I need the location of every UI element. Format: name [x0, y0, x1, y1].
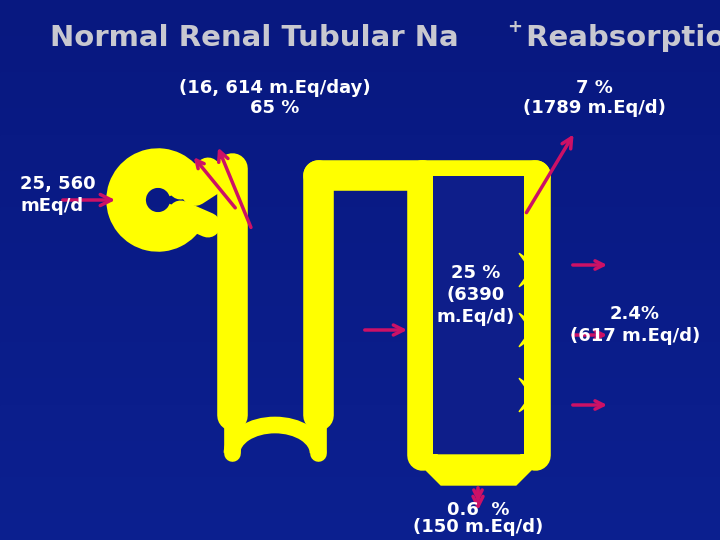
Bar — [0, 243, 720, 253]
Bar — [0, 117, 720, 127]
Text: +: + — [507, 18, 522, 36]
Bar — [0, 9, 720, 19]
Polygon shape — [411, 455, 546, 485]
Bar — [0, 171, 720, 181]
Bar — [0, 468, 720, 478]
Bar — [433, 176, 524, 454]
Bar — [0, 333, 720, 343]
Bar — [0, 441, 720, 451]
Bar — [0, 252, 720, 262]
Bar — [0, 360, 720, 370]
Text: 65 %: 65 % — [251, 99, 300, 117]
Bar — [0, 477, 720, 487]
Bar — [0, 288, 720, 298]
Bar — [0, 234, 720, 244]
Text: (16, 614 m.Eq/day): (16, 614 m.Eq/day) — [179, 79, 371, 97]
Bar — [0, 369, 720, 379]
Text: 7 %: 7 % — [575, 79, 613, 97]
Bar — [0, 396, 720, 406]
Polygon shape — [519, 378, 543, 412]
Bar — [0, 225, 720, 235]
Bar — [0, 522, 720, 532]
Bar — [0, 387, 720, 397]
Bar — [0, 189, 720, 199]
Bar — [0, 279, 720, 289]
Text: (1789 m.Eq/d): (1789 m.Eq/d) — [523, 99, 665, 117]
Bar — [0, 144, 720, 154]
Bar — [0, 27, 720, 37]
Bar — [0, 135, 720, 145]
Bar — [0, 450, 720, 460]
Bar — [0, 72, 720, 82]
Bar — [0, 99, 720, 109]
Polygon shape — [519, 253, 543, 287]
Bar — [0, 378, 720, 388]
Bar — [0, 153, 720, 163]
Bar — [0, 315, 720, 325]
Text: 0.6  %: 0.6 % — [446, 501, 509, 519]
Bar — [0, 513, 720, 523]
Bar — [0, 414, 720, 424]
Bar — [0, 342, 720, 352]
Bar — [0, 81, 720, 91]
Bar — [0, 351, 720, 361]
Bar — [0, 63, 720, 73]
Bar — [0, 459, 720, 469]
Bar — [0, 180, 720, 190]
Bar — [0, 207, 720, 217]
Bar — [0, 405, 720, 415]
Text: 2.4%
(617 m.Eq/d): 2.4% (617 m.Eq/d) — [570, 305, 700, 345]
Bar — [0, 162, 720, 172]
Bar — [0, 486, 720, 496]
Bar — [0, 54, 720, 64]
Text: Reabsorption: Reabsorption — [516, 24, 720, 52]
Bar — [0, 198, 720, 208]
Bar — [0, 108, 720, 118]
Text: 25, 560
mEq/d: 25, 560 mEq/d — [20, 175, 96, 215]
Text: 25 %
(6390
m.Eq/d): 25 % (6390 m.Eq/d) — [437, 264, 515, 326]
Text: Normal Renal Tubular Na: Normal Renal Tubular Na — [50, 24, 459, 52]
Bar — [0, 432, 720, 442]
Bar — [0, 297, 720, 307]
Bar — [0, 324, 720, 334]
Bar — [0, 0, 720, 10]
Bar — [0, 306, 720, 316]
Bar — [0, 18, 720, 28]
Bar — [0, 90, 720, 100]
Bar — [0, 126, 720, 136]
Bar — [0, 216, 720, 226]
Bar — [0, 495, 720, 505]
Bar — [0, 261, 720, 271]
Bar — [0, 36, 720, 46]
Bar — [0, 45, 720, 55]
Bar — [0, 270, 720, 280]
Bar — [0, 423, 720, 433]
Bar — [0, 531, 720, 540]
Bar — [0, 504, 720, 514]
Polygon shape — [519, 313, 543, 347]
Text: (150 m.Eq/d): (150 m.Eq/d) — [413, 518, 543, 536]
